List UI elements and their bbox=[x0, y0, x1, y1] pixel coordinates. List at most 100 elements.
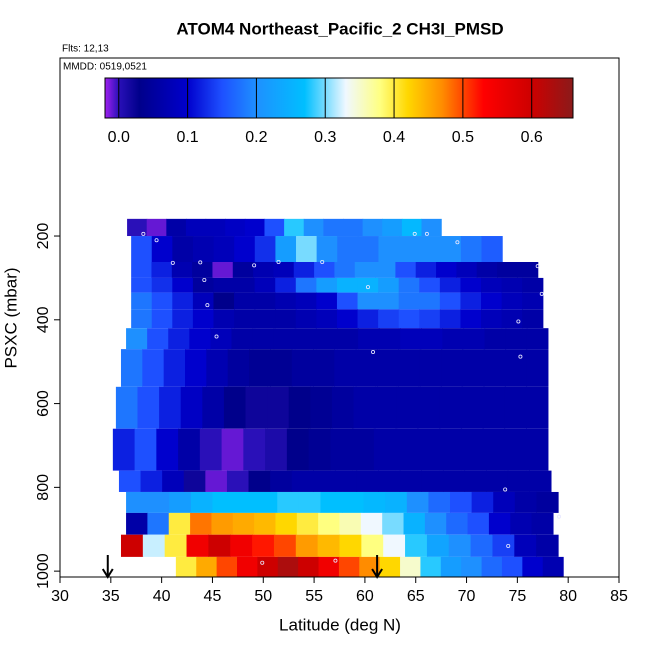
heat-cell bbox=[185, 218, 207, 237]
heat-cell bbox=[273, 328, 296, 350]
heat-cell bbox=[481, 277, 503, 293]
heat-cell bbox=[531, 512, 554, 535]
heat-cell bbox=[481, 309, 503, 329]
y-tick-label: 1000 bbox=[35, 553, 52, 589]
heat-cell bbox=[273, 534, 297, 557]
annotation: MMDD: 0519,0521 bbox=[63, 62, 147, 73]
heat-cell bbox=[497, 261, 518, 278]
heat-cell bbox=[398, 292, 420, 310]
heatmap bbox=[112, 218, 564, 577]
sample-point bbox=[424, 231, 429, 236]
heat-cell bbox=[126, 328, 148, 350]
heat-cell bbox=[420, 556, 442, 577]
heat-cell bbox=[291, 349, 314, 387]
heat-cell bbox=[213, 277, 235, 293]
heat-cell bbox=[395, 261, 417, 278]
heat-cell bbox=[317, 534, 341, 557]
heat-cell bbox=[440, 236, 462, 262]
heat-cell bbox=[442, 470, 466, 492]
heat-cell bbox=[439, 277, 462, 293]
heat-cell bbox=[354, 261, 376, 278]
heat-cell bbox=[382, 218, 403, 237]
colorbar-tick-label: 0.3 bbox=[314, 129, 336, 146]
heat-cell bbox=[295, 534, 319, 557]
heat-cell bbox=[356, 470, 379, 492]
sample-point bbox=[276, 259, 281, 264]
sample-point bbox=[412, 231, 417, 236]
heat-cell bbox=[460, 309, 482, 329]
heat-cell bbox=[126, 491, 149, 513]
heat-cell bbox=[267, 386, 290, 429]
heat-cell bbox=[360, 512, 383, 535]
heat-cell bbox=[192, 236, 215, 262]
heat-cell bbox=[336, 328, 359, 350]
heat-cell bbox=[522, 309, 544, 329]
heat-cell bbox=[265, 428, 288, 471]
heat-cell bbox=[318, 556, 340, 577]
heat-cell bbox=[419, 236, 441, 262]
heat-cell bbox=[378, 470, 401, 492]
heat-cell bbox=[439, 386, 463, 429]
heat-cell bbox=[421, 218, 442, 237]
heat-cell bbox=[398, 349, 421, 387]
heat-cell bbox=[526, 428, 549, 471]
heat-cell bbox=[336, 309, 359, 329]
heat-cell bbox=[483, 386, 506, 429]
heat-cell bbox=[190, 512, 213, 535]
heat-cell bbox=[406, 491, 430, 513]
heat-cell bbox=[318, 512, 341, 535]
heat-cell bbox=[254, 512, 277, 535]
sample-point bbox=[535, 264, 540, 269]
heat-cell bbox=[471, 491, 494, 513]
heat-cell bbox=[126, 512, 149, 535]
band bbox=[131, 236, 503, 262]
heat-cell bbox=[295, 292, 317, 310]
heat-cell bbox=[436, 261, 457, 278]
heat-cell bbox=[205, 470, 228, 492]
band bbox=[127, 218, 442, 237]
heat-cell bbox=[147, 328, 169, 350]
heat-cell bbox=[232, 261, 254, 278]
heat-cell bbox=[248, 470, 271, 492]
heat-cell bbox=[221, 428, 244, 471]
arrow bbox=[101, 555, 114, 579]
heat-cell bbox=[310, 386, 333, 429]
heat-cell bbox=[192, 309, 215, 329]
heat-cell bbox=[462, 349, 485, 387]
heat-cell bbox=[146, 218, 167, 237]
band bbox=[118, 470, 552, 492]
heat-cell bbox=[492, 534, 515, 557]
heat-cell bbox=[210, 328, 233, 350]
heat-cell bbox=[501, 277, 523, 293]
heat-cell bbox=[401, 218, 423, 237]
heat-cell bbox=[234, 309, 256, 329]
heat-cell bbox=[526, 349, 549, 387]
heat-cell bbox=[255, 491, 278, 513]
heat-cell bbox=[296, 236, 318, 262]
heat-cell bbox=[383, 534, 406, 557]
sample-point bbox=[503, 487, 508, 492]
heat-cell bbox=[275, 309, 297, 329]
heat-cell bbox=[460, 292, 482, 310]
sample-point bbox=[333, 558, 338, 563]
heat-cell bbox=[463, 328, 486, 350]
heat-cell bbox=[460, 277, 482, 293]
sample-point bbox=[170, 260, 175, 265]
heat-cell bbox=[243, 428, 266, 471]
colorbar-tick-label: 0.1 bbox=[176, 129, 198, 146]
x-tick-label: 50 bbox=[254, 588, 272, 605]
sample-point bbox=[320, 259, 325, 264]
heat-cell bbox=[131, 261, 153, 278]
heat-cell bbox=[295, 277, 317, 293]
heat-cell bbox=[526, 328, 549, 350]
sample-point bbox=[214, 334, 219, 339]
heat-cell bbox=[185, 349, 207, 387]
sample-point bbox=[455, 240, 460, 245]
heat-cell bbox=[439, 309, 462, 329]
heat-cell bbox=[507, 470, 530, 492]
heat-cell bbox=[330, 428, 353, 471]
heat-cell bbox=[134, 428, 157, 471]
heat-cell bbox=[147, 512, 170, 535]
heat-cell bbox=[172, 277, 194, 293]
sample-point bbox=[154, 238, 159, 243]
